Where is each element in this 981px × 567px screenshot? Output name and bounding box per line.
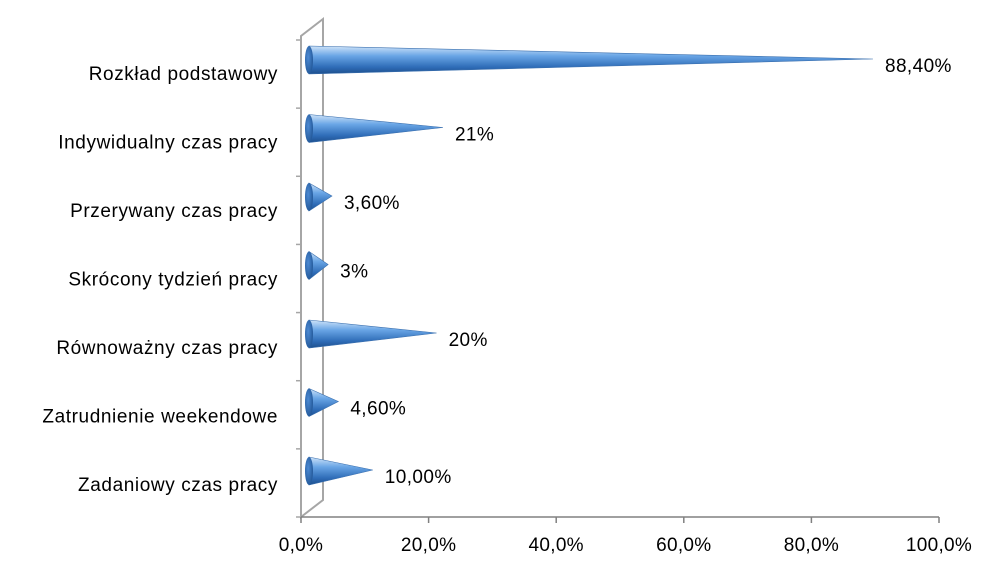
labels: 88,40% Rozkład podstawowy 21% Indywidualny … <box>42 56 951 496</box>
back-wall <box>300 16 324 520</box>
category-label: Przerywany czas pracy <box>70 201 278 222</box>
cone-bar <box>305 114 444 143</box>
cone-bar <box>305 319 437 349</box>
cone-base <box>305 320 313 348</box>
category-label: Zatrudnienie weekendowe <box>42 407 278 428</box>
data-label: 20% <box>449 330 488 351</box>
x-tick-label: 0,0% <box>279 535 324 556</box>
x-tick-label: 80,0% <box>784 535 839 556</box>
cone-bar <box>305 388 340 417</box>
x-tick-label: 20,0% <box>401 535 456 556</box>
x-tick-label: 40,0% <box>529 535 584 556</box>
category-label: Indywidualny czas pracy <box>58 133 278 154</box>
data-label: 3,60% <box>344 193 400 214</box>
x-tick-label: 60,0% <box>656 535 711 556</box>
cone-base <box>305 114 313 143</box>
cone-base <box>305 46 313 74</box>
cone-base <box>305 457 313 485</box>
category-label: Zadaniowy czas pracy <box>78 475 278 496</box>
data-label: 10,00% <box>385 467 452 488</box>
x-tick-label: 100,0% <box>906 535 972 556</box>
category-label: Skrócony tydzień pracy <box>68 270 278 291</box>
data-label: 3% <box>340 262 368 283</box>
cone-bar <box>305 45 873 75</box>
category-label: Równoważny czas pracy <box>56 338 278 359</box>
data-series <box>305 45 873 486</box>
cone-base <box>305 388 313 417</box>
x-axis: 0,0% 20,0% 40,0% 60,0% 80,0% 100,0% <box>279 516 972 556</box>
cone-bar <box>305 250 329 281</box>
cone-bar <box>305 182 333 212</box>
cone-base <box>305 183 313 211</box>
data-label: 21% <box>455 125 494 146</box>
plot-frame <box>296 16 324 520</box>
data-label: 88,40% <box>885 56 952 77</box>
cone-base <box>305 251 313 280</box>
data-label: 4,60% <box>350 399 406 420</box>
cone-bar <box>305 456 373 486</box>
category-label: Rozkład podstawowy <box>89 64 278 85</box>
